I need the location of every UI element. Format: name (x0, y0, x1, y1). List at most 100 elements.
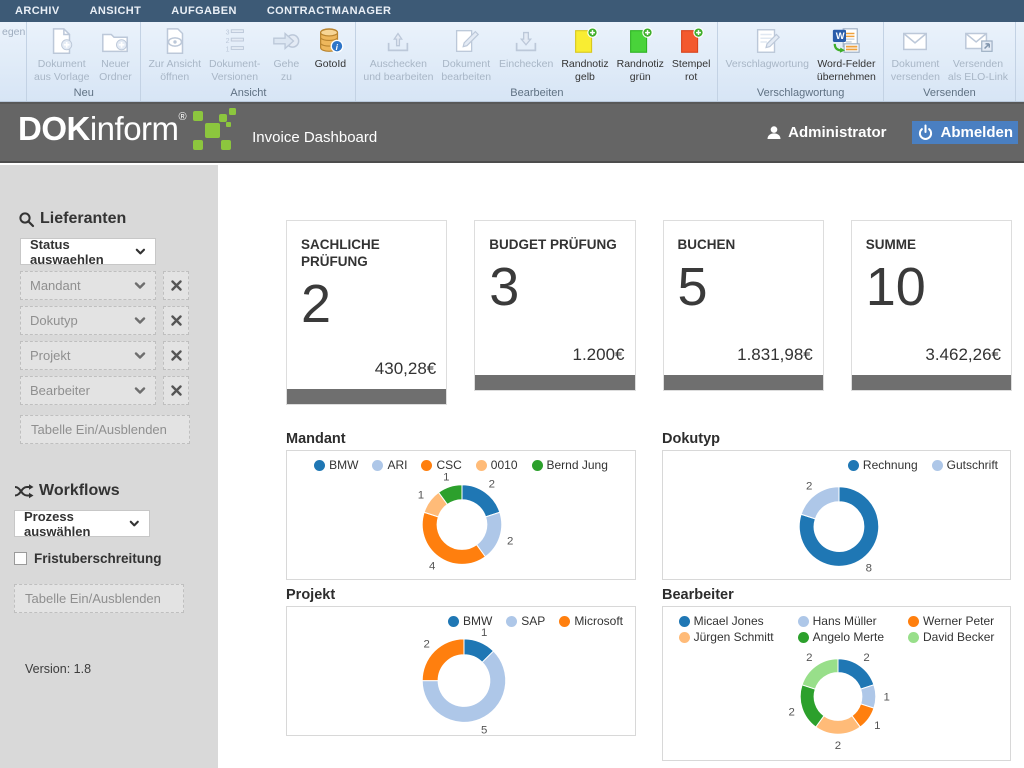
chevron-down-icon (134, 351, 146, 359)
chevron-down-icon (134, 281, 146, 289)
legend-label: David Becker (923, 630, 995, 644)
donut-slice-csc[interactable] (421, 511, 487, 565)
deadline-exceeded-checkbox[interactable] (14, 552, 27, 565)
donut-slice-gutschrift[interactable] (800, 486, 840, 520)
logo-text-light: inform (89, 109, 179, 147)
ribbon-button-dokument: Dokument aus Vorlage (30, 23, 93, 84)
legend-dot-icon (314, 459, 326, 471)
filter-sidebar: Lieferanten Status auswaehlen Mandant Dok… (0, 165, 218, 768)
table-toggle-button-workflows[interactable]: Tabelle Ein/Ausblenden (14, 584, 184, 613)
legend-item-jürgen-schmitt[interactable]: Jürgen Schmitt (678, 630, 774, 644)
slice-value-label: 2 (806, 652, 812, 664)
folder-plus-icon (100, 25, 130, 57)
legend-label: Rechnung (862, 458, 918, 472)
search-icon (19, 211, 35, 227)
kpi-amount: 3.462,26€ (925, 345, 1001, 364)
legend-item-werner-peter[interactable]: Werner Peter (908, 614, 994, 628)
chart-title-projekt: Projekt (286, 587, 336, 603)
kpi-footer-bar (851, 375, 1011, 390)
legend-dot-icon (908, 615, 920, 627)
dokinform-logo: DOKinform® (18, 107, 238, 154)
logo-x-icon (193, 107, 237, 150)
ribbon-tab-archiv[interactable]: ARCHIV (15, 5, 60, 17)
legend-label: Gutschrift (946, 458, 998, 472)
ribbon-group-label: Ansicht (230, 87, 267, 99)
process-dropdown[interactable]: Prozess auswählen (14, 509, 150, 539)
legend-item-hans-müller[interactable]: Hans Müller (797, 614, 884, 628)
close-icon (170, 385, 182, 396)
chart-legend: BMW SAP Microsoft (287, 614, 635, 628)
ribbon-button-label: Gehe zu (273, 58, 300, 84)
legend-item-micael-jones[interactable]: Micael Jones (678, 614, 774, 628)
bearbeiter-dropdown[interactable]: Bearbeiter (20, 376, 156, 405)
donut-slice-sap[interactable] (421, 650, 507, 723)
clipped-ribbon-group: egen (0, 22, 27, 101)
donut-slice-bernd-jung[interactable] (437, 484, 463, 506)
filter-row-mandant: Mandant (0, 271, 218, 300)
legend-item-bmw[interactable]: BMW (314, 458, 358, 472)
logout-button[interactable]: Abmelden (912, 121, 1018, 144)
ribbon-button-neuer: Neuer Ordner (93, 23, 137, 84)
status-dropdown[interactable]: Status auswaehlen (20, 237, 156, 267)
legend-item-bmw[interactable]: BMW (447, 614, 492, 628)
projekt-clear-button[interactable] (163, 341, 189, 370)
deadline-exceeded-label: Fristuberschreitung (34, 551, 162, 566)
ribbon-button-dokument: Dokument versenden (887, 23, 944, 84)
ribbon-button-stempel[interactable]: Stempel rot (668, 23, 715, 84)
document-plus-icon (47, 25, 77, 57)
ribbon-button-label: GotoId (314, 58, 347, 70)
legend-item-david-becker[interactable]: David Becker (908, 630, 994, 644)
ribbon-button-word-felder[interactable]: W Word-Felder übernehmen (813, 23, 880, 84)
dokutyp-clear-button[interactable] (163, 306, 189, 335)
donut-slice-angelo-merte[interactable] (799, 684, 825, 728)
bearbeiter-clear-button[interactable] (163, 376, 189, 405)
slice-value-label: 2 (806, 480, 812, 492)
ribbon-tab-contractmanager[interactable]: CONTRACTMANAGER (266, 5, 392, 17)
kpi-count: 10 (865, 256, 926, 317)
legend-item-csc[interactable]: CSC (421, 458, 462, 472)
ribbon-group-ansicht: Zur Ansicht öffnen 3 2 1 Dokument- Versionen… (141, 22, 357, 101)
donut-chart-projekt: 1 5 2 (421, 627, 507, 736)
kpi-amount: 1.200€ (572, 345, 625, 364)
dashboard-main: SACHLICHE PRÜFUNG 2 430,28€ BUDGET PRÜFU… (218, 165, 1024, 768)
donut-slice-david-becker[interactable] (801, 658, 839, 690)
ribbon-group-label: Bearbeiten (510, 87, 564, 99)
user-menu[interactable]: Administrator (766, 124, 886, 141)
legend-dot-icon (847, 459, 859, 471)
ribbon-toolbar: egen Dokument aus Vorlage Neuer Ordner Neu… (0, 22, 1024, 102)
ribbon-button-randnotiz[interactable]: Randnotiz grün (613, 23, 668, 84)
legend-item-sap[interactable]: SAP (506, 614, 545, 628)
donut-slice-rechnung[interactable] (798, 486, 880, 567)
ribbon-group-label: Neu (73, 87, 94, 99)
legend-item-rechnung[interactable]: Rechnung (847, 458, 918, 472)
donut-slice-microsoft[interactable] (421, 638, 465, 682)
legend-item-gutschrift[interactable]: Gutschrift (931, 458, 998, 472)
slice-value-label: 2 (489, 478, 495, 490)
dropdown-label: Bearbeiter (30, 383, 90, 398)
registered-mark: ® (178, 110, 187, 123)
chart-cell-mandant: Mandant 2 2 4 1 1 BMW ARI CSC 0010 Bernd Jung (286, 431, 636, 580)
legend-item-0010[interactable]: 0010 (475, 458, 518, 472)
filter-row-bearbeiter: Bearbeiter (0, 376, 218, 405)
dokutyp-dropdown[interactable]: Dokutyp (20, 306, 156, 335)
ribbon-button-gotoid[interactable]: i GotoId (308, 23, 352, 71)
table-toggle-button-suppliers[interactable]: Tabelle Ein/Ausblenden (20, 415, 190, 444)
ribbon-button-label: Dokument versenden (890, 58, 940, 84)
ribbon-tab-ansicht[interactable]: ANSICHT (89, 5, 142, 17)
mandant-dropdown[interactable]: Mandant (20, 271, 156, 300)
ribbon-button-randnotiz[interactable]: Randnotiz gelb (557, 23, 612, 84)
ribbon-button-label: Auschecken und bearbeiten (363, 58, 434, 84)
kpi-amount: 1.831,98€ (737, 345, 813, 364)
legend-item-ari[interactable]: ARI (372, 458, 407, 472)
legend-item-microsoft[interactable]: Microsoft (559, 614, 623, 628)
chevron-down-icon (130, 520, 140, 526)
legend-dot-icon (372, 459, 384, 471)
kpi-card-sachliche-pr-fung: SACHLICHE PRÜFUNG 2 430,28€ (286, 220, 448, 405)
projekt-dropdown[interactable]: Projekt (20, 341, 156, 370)
mandant-clear-button[interactable] (163, 271, 189, 300)
ribbon-button-label: Dokument bearbeiten (441, 58, 492, 84)
ribbon-tab-aufgaben[interactable]: AUFGABEN (171, 5, 237, 17)
slice-value-label: 2 (863, 652, 869, 664)
legend-item-angelo-merte[interactable]: Angelo Merte (797, 630, 884, 644)
legend-item-bernd-jung[interactable]: Bernd Jung (531, 458, 608, 472)
